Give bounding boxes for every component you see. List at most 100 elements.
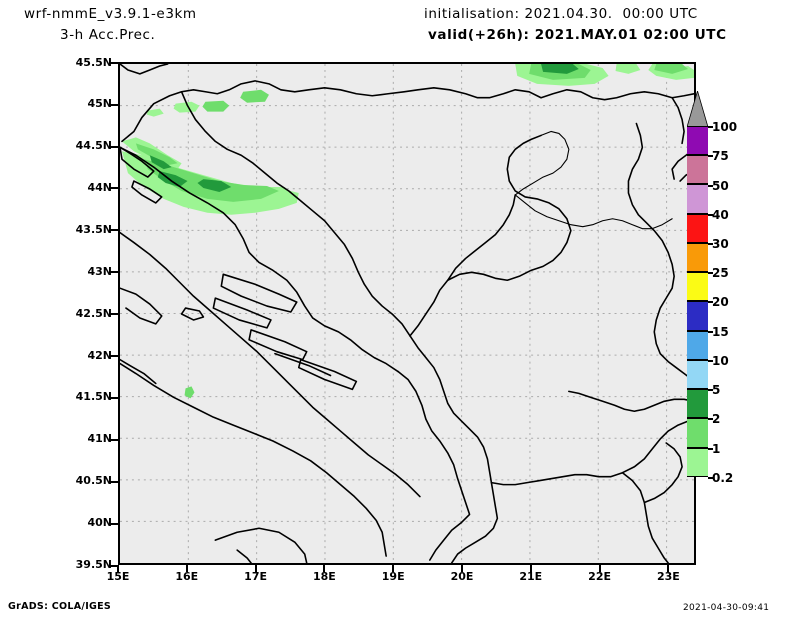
xtick-mark [598, 565, 601, 572]
ytick-label: 43.5N [75, 223, 112, 236]
xtick-mark [529, 565, 532, 572]
precip-patch-north-d [240, 89, 269, 103]
generated-timestamp-label: 2021-04-30-09:41 [683, 603, 770, 613]
colorbar-tick [708, 330, 713, 333]
ytick-mark [110, 396, 118, 399]
ytick-label: 45.5N [75, 56, 112, 69]
ytick-mark [110, 103, 118, 106]
map-plot-area [118, 62, 696, 565]
ytick-mark [110, 187, 118, 190]
xtick-label: 20E [450, 570, 474, 583]
colorbar-label-5: 5 [712, 383, 721, 398]
ytick-label: 40.5N [75, 474, 112, 487]
xtick-label: 19E [381, 570, 405, 583]
precip-patch-north-c [202, 100, 230, 112]
colorbar-band-0p2-1 [687, 447, 708, 477]
ytick-label: 44.5N [75, 139, 112, 152]
colorbar-label-75: 75 [712, 149, 729, 164]
colorbar-tick [708, 476, 713, 479]
colorbar-band-20-25 [687, 272, 708, 302]
colorbar-tick [708, 447, 713, 450]
ytick-label: 41N [87, 432, 112, 445]
colorbar-tick [708, 389, 713, 392]
ytick-label: 42.5N [75, 307, 112, 320]
colorbar-label-10: 10 [712, 353, 729, 368]
xtick-mark [323, 565, 326, 572]
ytick-label: 39.5N [75, 558, 112, 571]
initialisation-time-label: initialisation: 2021.04.30. 00:00 UTC [424, 6, 698, 22]
ytick-label: 44N [87, 181, 112, 194]
xtick-label: 21E [519, 570, 543, 583]
grads-credit-label: GrADS: COLA/IGES [8, 601, 112, 612]
model-name-label: wrf-nmmE_v3.9.1-e3km [24, 6, 197, 22]
xtick-mark [117, 565, 119, 572]
xtick-label: 18E [312, 570, 336, 583]
precip-patch-north-b [173, 101, 200, 113]
precip-speck-south [184, 386, 195, 399]
colorbar-tick [708, 213, 713, 216]
xtick-label: 22E [588, 570, 611, 583]
precip-area-1mm [135, 143, 279, 202]
ytick-mark [110, 271, 118, 274]
colorbar [687, 126, 708, 506]
colorbar-band-15-20 [687, 301, 708, 331]
xtick-label: 15E [106, 570, 130, 583]
map-canvas [120, 64, 694, 563]
colorbar-band-2-5 [687, 389, 708, 419]
colorbar-tick [708, 155, 713, 158]
colorbar-band-40-50 [687, 184, 708, 214]
ytick-label: 42N [87, 349, 112, 362]
colorbar-tick [708, 301, 713, 304]
ytick-label: 43N [87, 265, 112, 278]
colorbar-band-30-40 [687, 213, 708, 243]
ytick-mark [110, 355, 118, 357]
colorbar-label-50: 50 [712, 178, 729, 193]
xtick-mark [254, 565, 257, 572]
map-gridlines [120, 64, 694, 563]
ytick-mark [110, 564, 118, 567]
valid-time-label: valid(+26h): 2021.MAY.01 02:00 UTC [428, 27, 727, 43]
colorbar-label-20: 20 [712, 295, 729, 310]
colorbar-band-50-75 [687, 155, 708, 185]
ytick-mark [110, 145, 118, 148]
ytick-mark [110, 229, 118, 232]
ytick-mark [110, 313, 118, 316]
colorbar-tick [708, 242, 713, 245]
ytick-mark [110, 61, 118, 64]
colorbar-band-10-15 [687, 330, 708, 360]
precip-area-2mm [149, 155, 232, 192]
xtick-mark [185, 565, 188, 572]
ytick-mark [110, 522, 118, 525]
colorbar-label-2: 2 [712, 412, 721, 427]
ytick-label: 40N [87, 516, 112, 529]
xtick-mark [667, 565, 670, 572]
colorbar-label-1: 1 [712, 441, 721, 456]
xtick-label: 17E [244, 570, 267, 583]
colorbar-label-25: 25 [712, 266, 729, 281]
xtick-mark [461, 565, 463, 572]
colorbar-label-40: 40 [712, 207, 729, 222]
field-name-label: 3-h Acc.Prec. [60, 27, 156, 43]
colorbar-label-100: 100 [712, 120, 738, 134]
precipitation-field [121, 64, 694, 399]
ytick-label: 45N [87, 97, 112, 110]
colorbar-tick [708, 126, 713, 128]
colorbar-label-30: 30 [712, 236, 729, 251]
map-coastlines [120, 64, 694, 563]
xtick-label: 16E [175, 570, 199, 583]
precip-patch-north-a [146, 108, 164, 117]
colorbar-tick [708, 184, 713, 187]
colorbar-label-0p2: 0.2 [712, 470, 734, 485]
colorbar-tick [708, 418, 713, 421]
colorbar-over-arrow [687, 91, 708, 127]
ytick-mark [110, 438, 118, 441]
ytick-label: 41.5N [75, 390, 112, 403]
precip-area-north-edge-dark [541, 64, 579, 74]
colorbar-tick [708, 359, 713, 362]
colorbar-band-1-2 [687, 418, 708, 448]
colorbar-band-25-30 [687, 242, 708, 273]
colorbar-band-5-10 [687, 359, 708, 390]
ytick-mark [110, 480, 118, 483]
xtick-mark [392, 565, 395, 572]
